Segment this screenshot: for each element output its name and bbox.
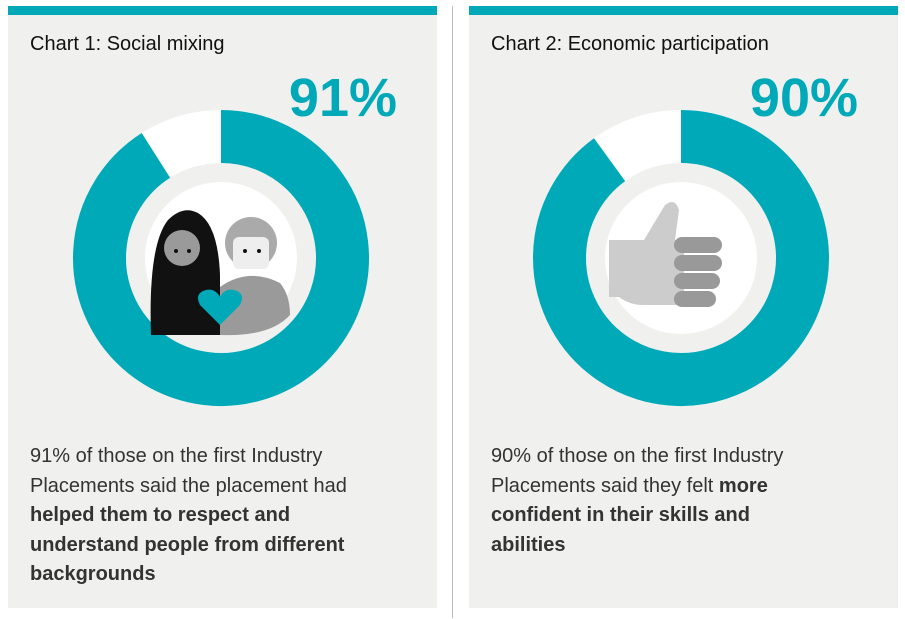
thumbs-up-icon (609, 201, 722, 307)
donut-arc (73, 110, 369, 406)
caption-text: 91% of those on the first Industry Place… (30, 445, 347, 497)
caption: 90% of those on the first Industry Place… (491, 442, 811, 560)
chart-title: Chart 1: Social mixing (30, 33, 225, 55)
donut-arc (533, 110, 829, 406)
donut-chart (73, 110, 369, 406)
value-label: 91% (288, 68, 397, 128)
caption-bold: more confident in their skills and abili… (491, 474, 768, 556)
caption-text: 90% of those on the first Industry Place… (491, 445, 784, 497)
caption-bold: helped them to respect and understand pe… (30, 504, 345, 585)
panel: Chart 2: Economic participation 90% 90% … (469, 6, 898, 608)
value-label: 90% (749, 68, 858, 128)
chart-title: Chart 2: Economic participation (491, 33, 769, 55)
donut-chart (533, 110, 829, 406)
caption: 91% of those on the first Industry Place… (30, 442, 390, 590)
divider (452, 6, 453, 618)
panel: Chart 1: Social mixing 91% 91% of those … (8, 6, 437, 608)
people-icon (150, 210, 290, 336)
